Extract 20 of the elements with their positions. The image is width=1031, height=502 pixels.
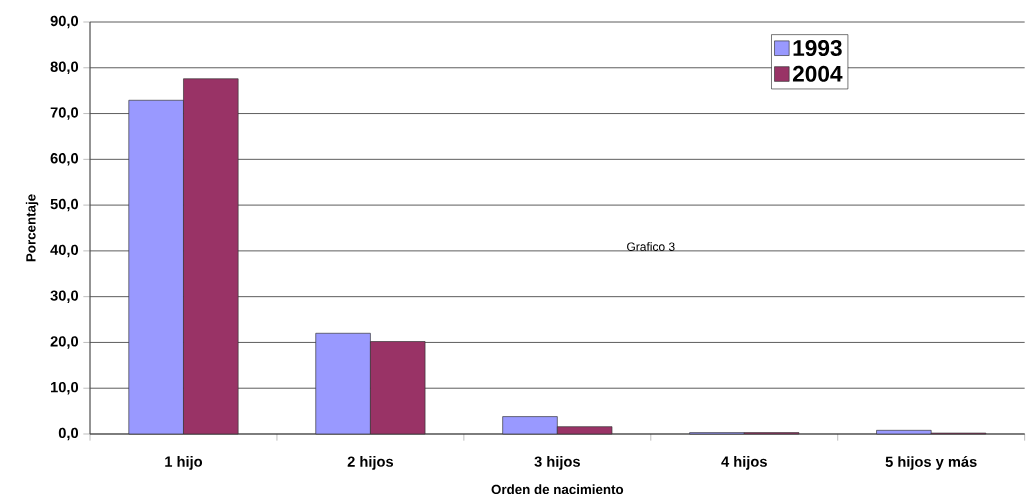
annotation: Grafico 3: [627, 242, 675, 251]
y-tick-label: 90,0: [50, 15, 79, 29]
x-tick-label: 5 hijos y más: [885, 456, 977, 470]
y-tick-label: 10,0: [51, 381, 79, 395]
y-tick-label: 20,0: [50, 336, 79, 349]
y-tick-label: 60,0: [50, 153, 79, 166]
legend-label: 1993: [793, 39, 842, 57]
y-tick-label: 50,0: [50, 198, 79, 212]
x-tick-label: 1 hijo: [165, 456, 203, 470]
y-tick-label: 30,0: [50, 290, 79, 303]
legend-label: 2004: [792, 65, 843, 82]
x-tick-label: 2 hijos: [347, 456, 394, 470]
y-tick-label: 0,0: [58, 427, 79, 441]
x-axis-title: Orden de nacimiento: [491, 484, 624, 495]
y-axis-title: Porcentaje: [25, 194, 39, 262]
x-tick-label: 3 hijos: [534, 456, 580, 470]
y-tick-label: 40,0: [50, 244, 79, 258]
y-tick-label: 80,0: [50, 61, 79, 75]
x-tick-label: 4 hijos: [721, 456, 767, 470]
y-tick-label: 70,0: [50, 107, 79, 120]
